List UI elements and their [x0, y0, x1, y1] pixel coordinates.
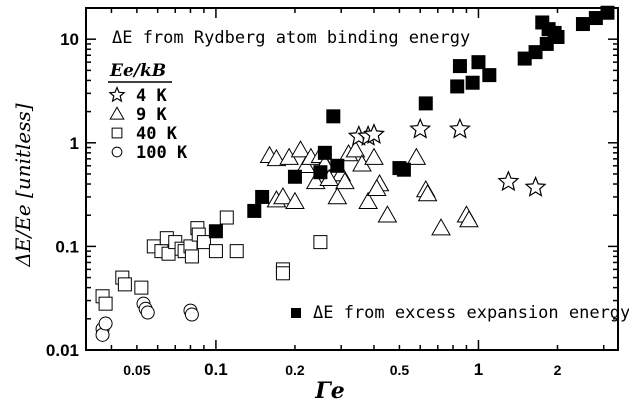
data-point-square: [134, 280, 149, 295]
data-point-square: [184, 249, 199, 264]
data-point-triangle: [366, 178, 387, 197]
y-axis-label: ΔE/Ee [unitless]: [11, 103, 35, 267]
data-point-filled-square: [450, 79, 465, 94]
data-point-square: [275, 266, 290, 281]
data-point-filled-square: [317, 145, 332, 160]
data-point-triangle: [459, 209, 479, 228]
data-marks: [95, 5, 615, 342]
data-point-triangle: [273, 186, 293, 205]
data-point-filled-square: [575, 17, 590, 32]
legend-label: 4 K: [136, 86, 167, 106]
data-point-square: [313, 235, 328, 250]
expansion-marker: [291, 308, 301, 318]
data-point-circle: [184, 307, 199, 322]
data-point-star: [448, 117, 471, 139]
data-point-star: [497, 170, 520, 192]
data-point-square: [117, 277, 132, 292]
data-point-square: [196, 235, 211, 250]
x-tick-label: 0.5: [390, 362, 410, 378]
data-point-filled-square: [313, 165, 328, 180]
x-axis-label: Γe: [314, 378, 345, 404]
legend-label: 9 K: [136, 105, 167, 125]
data-point-square: [229, 244, 244, 259]
data-point-filled-square: [396, 162, 411, 177]
axis-ticks: 0.05 0.1 0.2 0.5 1 2 0.01 0.1 1 10: [46, 7, 618, 379]
data-point-filled-square: [471, 55, 486, 70]
x-tick-label: 0.1: [204, 360, 228, 379]
x-tick-label: 0.05: [123, 362, 150, 378]
legend-label: 100 K: [136, 143, 188, 163]
data-point-filled-square: [452, 59, 467, 74]
data-point-star: [409, 117, 432, 139]
data-point-filled-square: [588, 11, 603, 26]
plot-frame: [85, 7, 619, 351]
data-point-filled-square: [255, 189, 270, 204]
y-tick-label: 0.01: [46, 341, 79, 360]
data-point-filled-square: [550, 29, 565, 44]
data-point-filled-square: [418, 96, 433, 111]
data-point-triangle: [285, 191, 305, 209]
legend-label: 40 K: [136, 124, 178, 144]
x-tick-label: 2: [554, 362, 562, 378]
data-point-filled-square: [247, 203, 262, 218]
data-point-triangle: [345, 140, 366, 158]
data-point-triangle: [358, 191, 378, 209]
data-point-triangle: [327, 186, 348, 205]
annotation-expansion: ΔE from excess expansion energy: [313, 303, 629, 323]
data-point-star: [363, 123, 385, 144]
data-point-triangle: [290, 140, 311, 158]
data-point-filled-square: [465, 75, 480, 90]
annotation-rydberg: ΔE from Rydberg atom binding energy: [112, 28, 470, 48]
data-point-filled-square: [208, 224, 223, 239]
data-point-filled-square: [330, 158, 345, 173]
data-point-triangle: [417, 184, 438, 202]
data-point-square: [98, 296, 113, 311]
y-tick-label: 0.1: [55, 237, 79, 256]
data-point-square: [219, 210, 234, 225]
data-point-square: [161, 246, 176, 261]
legend-marker-square: [111, 127, 123, 139]
data-point-circle: [98, 316, 113, 331]
data-point-triangle: [364, 147, 384, 165]
y-tick-label: 1: [70, 134, 79, 153]
data-point-triangle: [335, 171, 355, 190]
legend-marker-circle: [111, 146, 123, 158]
data-point-filled-square: [482, 68, 497, 83]
data-point-filled-square: [600, 5, 615, 20]
legend-title: Ee/kB: [109, 61, 166, 81]
legend-marker-star: [108, 85, 126, 103]
data-point-triangle: [377, 205, 398, 223]
x-tick-label: 1: [474, 360, 483, 379]
x-tick-label: 0.2: [285, 362, 305, 378]
data-point-triangle: [406, 147, 427, 165]
data-point-square: [208, 244, 223, 259]
expansion-annotation: ΔE from excess expansion energy: [291, 303, 629, 323]
data-point-star: [524, 175, 547, 197]
y-tick-label: 10: [60, 30, 79, 49]
legend-marker-triangle: [109, 106, 125, 120]
plot-frame-group: [85, 7, 619, 351]
data-point-triangle: [431, 218, 451, 236]
data-point-filled-square: [287, 169, 302, 184]
data-point-filled-square: [326, 109, 341, 124]
data-point-triangle: [266, 148, 287, 167]
data-point-filled-square: [528, 45, 543, 60]
data-point-circle: [140, 305, 155, 320]
